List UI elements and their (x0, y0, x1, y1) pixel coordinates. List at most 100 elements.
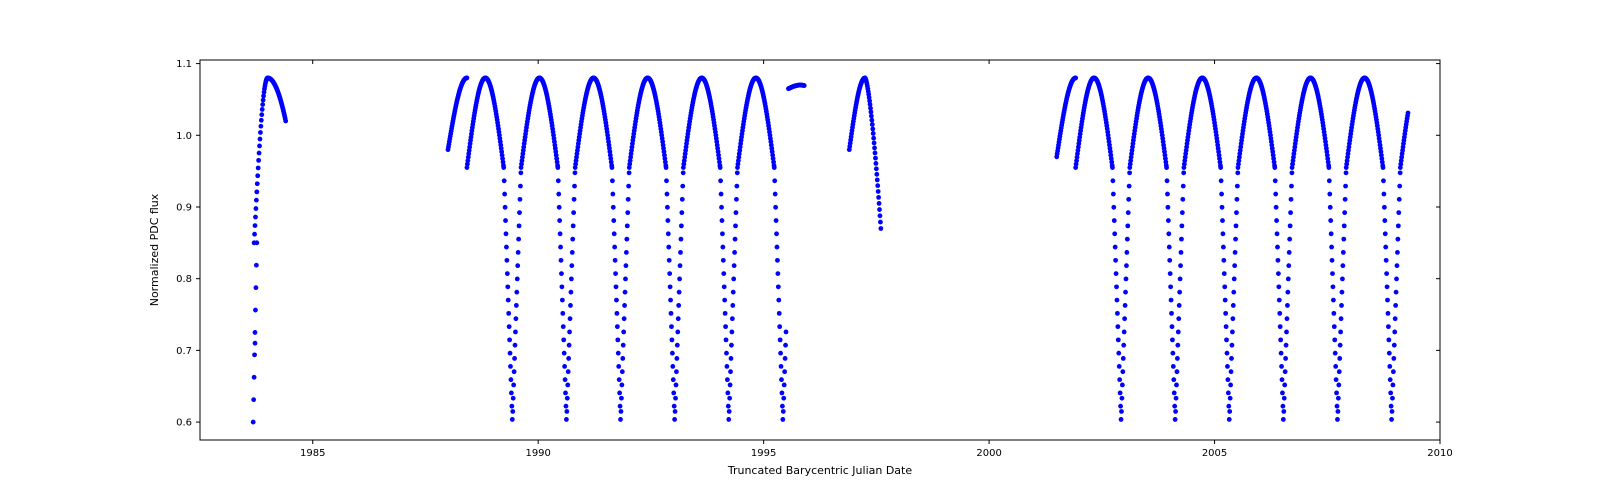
data-point (775, 271, 780, 276)
data-point (1343, 197, 1348, 202)
data-point (781, 396, 786, 401)
data-point (1333, 351, 1338, 356)
data-point (253, 330, 258, 335)
data-point (253, 341, 258, 346)
data-point (676, 303, 681, 308)
data-point (512, 369, 517, 374)
data-point (1218, 165, 1223, 170)
data-point (1125, 223, 1130, 228)
data-point (1223, 311, 1228, 316)
data-point (665, 205, 670, 210)
data-point (676, 316, 681, 321)
data-point (1282, 383, 1287, 388)
data-point (1181, 184, 1186, 189)
data-point (515, 277, 520, 282)
data-point (727, 409, 732, 414)
data-point (1288, 210, 1293, 215)
data-point (1332, 337, 1337, 342)
x-tick-label: 1985 (300, 448, 325, 459)
data-point (1170, 324, 1175, 329)
data-point (1285, 303, 1290, 308)
data-point (465, 76, 470, 81)
data-point (1330, 258, 1335, 263)
data-point (1113, 258, 1118, 263)
data-point (1123, 290, 1128, 295)
data-point (618, 417, 623, 422)
data-point (677, 290, 682, 295)
data-point (1123, 303, 1128, 308)
data-point (625, 210, 630, 215)
data-point (254, 263, 259, 268)
data-point (1124, 250, 1129, 255)
data-point (1233, 237, 1238, 242)
data-point (621, 330, 626, 335)
data-point (258, 124, 263, 129)
data-point (1125, 237, 1130, 242)
data-point (721, 271, 726, 276)
data-point (726, 404, 731, 409)
data-point (567, 330, 572, 335)
data-point (1226, 404, 1231, 409)
data-point (1272, 165, 1277, 170)
data-point (1178, 263, 1183, 268)
data-point (617, 377, 622, 382)
data-point (773, 192, 778, 197)
data-point (1228, 383, 1233, 388)
data-point (260, 107, 265, 112)
data-point (877, 201, 882, 206)
data-point (255, 181, 260, 186)
data-point (1226, 391, 1231, 396)
data-point (665, 192, 670, 197)
data-point (257, 151, 262, 156)
x-tick-label: 2010 (1427, 448, 1452, 459)
data-point (1383, 245, 1388, 250)
data-point (504, 231, 509, 236)
data-point (1287, 250, 1292, 255)
data-point (506, 298, 511, 303)
data-point (1276, 284, 1281, 289)
data-point (1382, 218, 1387, 223)
data-point (618, 404, 623, 409)
data-point (558, 245, 563, 250)
data-point (1122, 316, 1127, 321)
data-point (1332, 324, 1337, 329)
data-point (734, 210, 739, 215)
data-point (777, 324, 782, 329)
data-point (1170, 337, 1175, 342)
data-point (510, 417, 515, 422)
data-point (675, 330, 680, 335)
data-point (1337, 369, 1342, 374)
data-point (1329, 245, 1334, 250)
data-point (512, 356, 517, 361)
data-point (780, 417, 785, 422)
data-point (1389, 417, 1394, 422)
data-point (1290, 170, 1295, 175)
data-point (1395, 250, 1400, 255)
data-point (1124, 277, 1129, 282)
data-point (1118, 404, 1123, 409)
data-point (784, 330, 789, 335)
data-point (610, 178, 615, 183)
data-point (622, 316, 627, 321)
data-point (783, 343, 788, 348)
data-point (509, 404, 514, 409)
data-point (772, 178, 777, 183)
data-point (669, 311, 674, 316)
data-point (1392, 343, 1397, 348)
data-point (1275, 231, 1280, 236)
data-point (1073, 76, 1078, 81)
data-point (781, 409, 786, 414)
data-point (1234, 223, 1239, 228)
data-point (1274, 205, 1279, 210)
data-point (775, 245, 780, 250)
data-point (259, 118, 264, 123)
data-point (617, 391, 622, 396)
data-point (1117, 377, 1122, 382)
data-point (1392, 330, 1397, 335)
data-point (673, 409, 678, 414)
data-point (1285, 290, 1290, 295)
data-point (510, 409, 515, 414)
data-point (555, 165, 560, 170)
data-point (511, 396, 516, 401)
data-point (256, 166, 261, 171)
